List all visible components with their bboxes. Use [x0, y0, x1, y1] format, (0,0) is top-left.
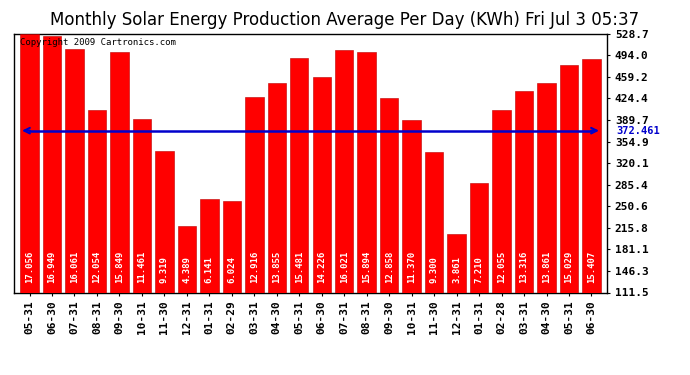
Text: 3.861: 3.861 [452, 256, 461, 283]
Text: 13.855: 13.855 [273, 251, 282, 283]
Text: 15.894: 15.894 [362, 251, 371, 283]
Text: Monthly Solar Energy Production Average Per Day (KWh) Fri Jul 3 05:37: Monthly Solar Energy Production Average … [50, 11, 640, 29]
Bar [200, 200, 219, 292]
Text: 372.461: 372.461 [616, 126, 660, 136]
Text: 14.226: 14.226 [317, 251, 326, 283]
Bar [335, 50, 353, 292]
Text: 11.370: 11.370 [407, 251, 416, 283]
Bar [110, 53, 128, 292]
Text: 12.858: 12.858 [384, 251, 394, 283]
Bar [245, 97, 264, 292]
Text: 7.210: 7.210 [475, 256, 484, 283]
Text: 15.481: 15.481 [295, 251, 304, 283]
Text: 13.861: 13.861 [542, 251, 551, 283]
Text: 9.300: 9.300 [430, 256, 439, 283]
Bar [538, 82, 555, 292]
Text: 6.024: 6.024 [227, 256, 237, 283]
Text: 16.061: 16.061 [70, 251, 79, 283]
Text: Copyright 2009 Cartronics.com: Copyright 2009 Cartronics.com [20, 38, 176, 46]
Bar [357, 52, 376, 292]
Bar [313, 77, 331, 292]
Bar [132, 119, 151, 292]
Text: 17.056: 17.056 [25, 251, 34, 283]
Text: 12.055: 12.055 [497, 251, 506, 283]
Text: 12.916: 12.916 [250, 251, 259, 283]
Bar [290, 58, 308, 292]
Text: 13.316: 13.316 [520, 251, 529, 283]
Bar [582, 59, 601, 292]
Bar [380, 98, 398, 292]
Text: 16.949: 16.949 [48, 251, 57, 283]
Bar [493, 110, 511, 292]
Bar [177, 226, 196, 292]
Text: 15.407: 15.407 [587, 251, 596, 283]
Bar [88, 110, 106, 292]
Bar [447, 234, 466, 292]
Bar [20, 34, 39, 292]
Bar [268, 82, 286, 292]
Bar [560, 65, 578, 292]
Text: 9.319: 9.319 [160, 256, 169, 283]
Bar [470, 183, 489, 292]
Bar [223, 201, 241, 292]
Bar [66, 49, 83, 292]
Bar [425, 152, 444, 292]
Bar [402, 120, 421, 292]
Text: 16.021: 16.021 [339, 251, 348, 283]
Bar [155, 152, 174, 292]
Text: 15.029: 15.029 [564, 251, 573, 283]
Text: 15.849: 15.849 [115, 251, 124, 283]
Text: 6.141: 6.141 [205, 256, 214, 283]
Bar [515, 91, 533, 292]
Bar [43, 36, 61, 292]
Text: 12.054: 12.054 [92, 251, 101, 283]
Text: 4.389: 4.389 [182, 256, 191, 283]
Text: 11.461: 11.461 [137, 251, 146, 283]
